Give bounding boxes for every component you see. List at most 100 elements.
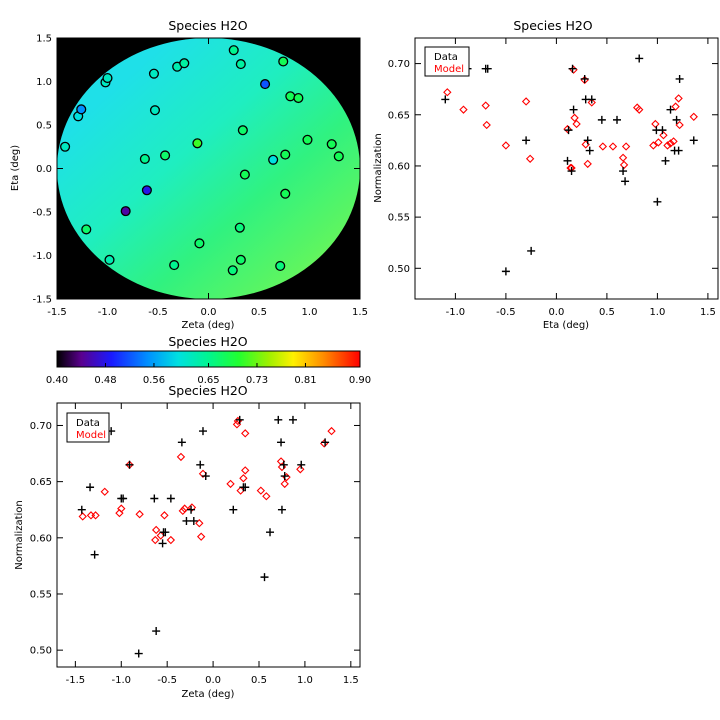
zeta-data-point [198,427,207,436]
eta-data-point [653,197,662,206]
map-point [260,79,271,90]
zeta-model-point [180,504,189,513]
zeta-plot-y-label: Normalization [14,500,25,570]
zeta-plot-y-tick-label: 0.50 [30,646,52,657]
zeta-plot-x-tick-label: 1.0 [297,675,313,686]
zeta-data-point [90,550,99,559]
map-x-label: Zeta (deg) [182,320,235,331]
zeta-data-point [158,539,167,548]
zeta-model-point [166,535,176,545]
map-y-axis: -1.5 -1.0 -0.5 0.0 0.5 1.0 1.5 [32,34,360,306]
colorbar-panel: Species H2O 0.40 0.48 0.56 0.65 0.73 0.81 0.90 [46,334,371,386]
eta-model-point [674,94,683,103]
eta-plot-data-series [434,54,698,276]
map-panel: Species H2O -1.5 -1.0 -0.5 0.0 0.5 1.0 1.5 -1.… [10,18,368,331]
eta-model-point [525,154,535,163]
map-y-tick-label: 0.5 [36,121,52,132]
eta-data-point [483,64,492,73]
map-point [278,56,289,67]
zeta-model-point [320,439,329,448]
zeta-model-point [241,429,250,438]
map-point [60,141,71,152]
eta-data-point [567,167,576,176]
map-point [228,45,239,56]
eta-plot-x-tick-label: 1.5 [700,307,716,318]
eta-data-point [621,177,630,186]
colorbar-ticks: 0.40 0.48 0.56 0.65 0.73 0.81 0.90 [46,363,371,386]
eta-plot-frame [414,37,719,300]
colorbar-title: Species H2O [168,334,247,349]
zeta-data-point [119,494,128,503]
zeta-model-point [160,511,169,520]
eta-plot-title: Species H2O [513,18,592,33]
zeta-model-point [86,511,96,520]
map-point [235,254,246,265]
eta-data-point [675,74,684,83]
map-point [149,105,161,116]
map-point [293,92,304,104]
zeta-data-point [86,483,95,492]
zeta-model-point [117,504,126,513]
eta-data-point [613,115,621,124]
colorbar-tick-label: 0.48 [94,375,116,386]
eta-plot-x-tick-label: -1.0 [446,307,466,318]
zeta-plot-y-tick-label: 0.70 [30,421,52,432]
zeta-data-point [235,415,244,424]
eta-model-point [671,102,680,111]
map-point [237,125,248,136]
zeta-plot-y-tick-label: 0.65 [30,477,52,488]
eta-data-point [583,136,592,145]
eta-data-point [597,115,606,124]
zeta-plot-title: Species H2O [168,383,247,398]
eta-model-point [583,159,592,169]
zeta-data-point [182,516,191,525]
eta-model-point [482,120,491,130]
eta-plot-y-tick-label: 0.65 [388,110,410,121]
map-x-tick-label: 1.0 [302,307,318,318]
eta-model-point [669,137,678,146]
zeta-plot-panel: Species H2O -1.5 -1.0 -0.5 0.0 0.5 1.0 1.5 0.5… [14,383,361,700]
eta-data-point [522,136,531,145]
zeta-data-point [125,460,134,469]
zeta-model-point [296,465,305,474]
map-point [102,72,113,84]
zeta-plot-y-axis: 0.50 0.55 0.60 0.65 0.70 [30,421,360,657]
eta-model-point [563,124,572,134]
eta-legend-box [424,46,470,77]
colorbar-tick-label: 0.90 [349,375,371,386]
zeta-data-point [279,460,288,469]
zeta-model-point [327,426,336,436]
zeta-model-point [280,479,289,489]
eta-plot-panel: Species H2O -1.0 -0.5 0.0 0.5 1.0 1.5 0.500.5… [373,18,719,331]
zeta-model-point [187,503,197,512]
eta-plot-model-series [437,59,698,173]
zeta-plot-x-tick-label: 1.5 [343,675,359,686]
map-point [120,206,131,217]
eta-model-point [663,141,672,150]
eta-plot-y-tick-label: 0.50 [388,264,410,275]
map-point [326,139,337,150]
zeta-model-point [176,452,186,462]
zeta-model-point [195,519,204,528]
eta-data-point [568,64,577,73]
eta-data-point [635,54,644,63]
zeta-data-point [274,415,283,424]
eta-data-point [674,146,683,155]
map-field-disc [57,38,360,299]
eta-data-point [569,105,578,114]
zeta-data-point [150,494,159,503]
eta-plot-x-axis: -1.0 -0.5 0.0 0.5 1.0 1.5 [446,38,716,318]
eta-data-point [580,74,589,83]
zeta-data-point [77,505,86,514]
map-x-tick-label: 0.5 [251,307,267,318]
eta-data-point [619,167,628,176]
map-point [169,260,180,271]
map-y-tick-label: 0.0 [36,164,52,175]
map-y-tick-label: -0.5 [32,208,52,219]
map-y-label: Eta (deg) [10,145,21,191]
eta-plot-x-tick-label: 0.0 [548,307,564,318]
map-point [141,185,152,196]
map-point [302,134,313,145]
eta-model-point [587,98,596,107]
eta-plot-y-tick-label: 0.60 [388,161,410,172]
